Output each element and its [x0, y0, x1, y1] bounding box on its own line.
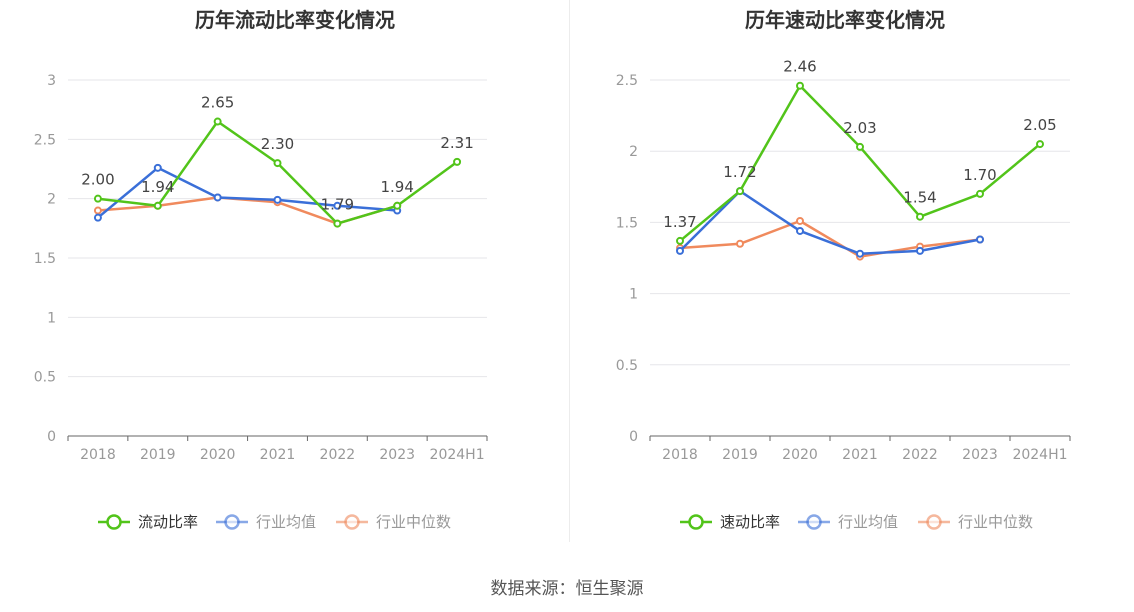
data-point — [93, 194, 102, 203]
y-tick-label: 2 — [629, 144, 638, 160]
x-tick-label: 2023 — [962, 447, 998, 463]
legend-marker — [224, 514, 240, 530]
data-label: 2.46 — [783, 58, 816, 76]
data-point — [856, 249, 864, 258]
y-tick-label: 3 — [47, 73, 56, 89]
data-point — [333, 201, 342, 210]
x-tick-label: 2021 — [842, 447, 878, 463]
data-label: 2.65 — [201, 94, 234, 112]
x-tick-label: 2018 — [662, 447, 698, 463]
y-tick-label: 1.5 — [34, 251, 56, 267]
chart-title-quick-ratio: 历年速动比率变化情况 — [745, 8, 945, 32]
data-point — [93, 206, 102, 215]
y-tick-label: 2.5 — [616, 73, 638, 89]
data-point — [333, 219, 342, 228]
data-point — [153, 201, 162, 210]
data-label: 2.30 — [261, 135, 294, 153]
legend-marker — [926, 514, 942, 530]
y-tick-label: 1 — [47, 310, 56, 326]
data-label: 1.72 — [723, 163, 756, 181]
x-tick-label: 2019 — [140, 447, 176, 463]
series-line — [97, 166, 398, 219]
data-label: 2.03 — [843, 119, 876, 137]
data-point — [213, 117, 222, 126]
data-label: 2.00 — [81, 171, 114, 189]
legend-marker — [688, 514, 704, 530]
legend-label: 流动比率 — [138, 513, 198, 531]
x-tick-label: 2018 — [80, 447, 116, 463]
data-source-note: 数据来源：恒生聚源 — [490, 579, 644, 599]
y-tick-label: 2.5 — [34, 132, 56, 148]
data-point — [916, 212, 924, 221]
data-point — [153, 163, 162, 172]
legend-label: 速动比率 — [720, 513, 780, 531]
series-line — [679, 219, 981, 258]
data-point — [796, 226, 804, 235]
data-point — [273, 195, 282, 204]
x-tick-label: 2019 — [722, 447, 758, 463]
data-point — [93, 213, 102, 222]
data-label: 2.05 — [1023, 116, 1056, 134]
series-line — [679, 189, 981, 255]
data-point — [796, 216, 804, 225]
legend-label: 行业中位数 — [376, 513, 451, 531]
y-tick-label: 0.5 — [616, 358, 638, 374]
data-label: 2.31 — [440, 134, 473, 152]
data-point — [273, 159, 282, 168]
data-label: 1.37 — [663, 213, 696, 231]
y-tick-label: 2 — [47, 192, 56, 208]
y-tick-label: 1.5 — [616, 215, 638, 231]
data-label: 1.79 — [321, 196, 354, 214]
chart-divider — [569, 0, 570, 542]
x-tick-label: 2020 — [200, 447, 236, 463]
data-point — [976, 235, 984, 244]
y-tick-label: 0 — [47, 429, 56, 445]
data-point — [676, 246, 684, 255]
data-point — [736, 239, 744, 248]
data-point — [796, 81, 804, 90]
legend-marker — [344, 514, 360, 530]
x-tick-label: 2023 — [379, 447, 415, 463]
data-point — [213, 193, 222, 202]
data-point — [676, 236, 684, 245]
x-tick-label: 2021 — [260, 447, 296, 463]
data-label: 1.94 — [381, 178, 414, 196]
data-label: 1.94 — [141, 178, 174, 196]
data-point — [976, 189, 984, 198]
data-point — [916, 246, 924, 255]
data-label: 1.54 — [903, 189, 936, 207]
legend-marker — [106, 514, 122, 530]
chart-title-current-ratio: 历年流动比率变化情况 — [195, 8, 395, 32]
legend-marker — [806, 514, 822, 530]
y-tick-label: 0.5 — [34, 370, 56, 386]
data-label: 1.70 — [963, 166, 996, 184]
x-tick-label: 2022 — [902, 447, 938, 463]
data-point — [856, 142, 864, 151]
legend-label: 行业中位数 — [958, 513, 1033, 531]
data-point — [453, 157, 462, 166]
x-tick-label: 2024H1 — [430, 447, 485, 463]
x-tick-label: 2022 — [320, 447, 356, 463]
data-point — [736, 187, 744, 196]
x-tick-label: 2020 — [782, 447, 818, 463]
data-point — [393, 201, 402, 210]
y-tick-label: 0 — [629, 429, 638, 445]
legend-label: 行业均值 — [838, 513, 898, 531]
x-tick-label: 2024H1 — [1012, 447, 1067, 463]
data-point — [1036, 140, 1044, 149]
legend-label: 行业均值 — [256, 513, 316, 531]
y-tick-label: 1 — [629, 287, 638, 303]
